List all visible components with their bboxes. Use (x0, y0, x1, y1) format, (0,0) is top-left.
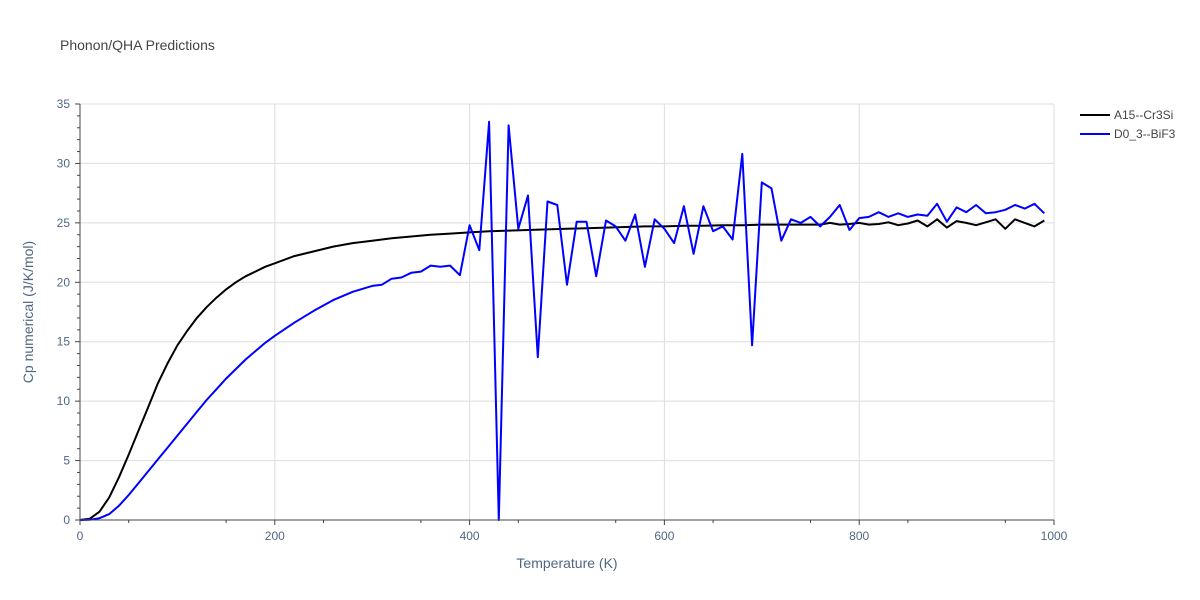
y-tick-labels: 0 5 10 15 20 25 30 35 (57, 97, 80, 527)
series-line-0 (79, 218, 1045, 521)
x-tick-label: 0 (77, 529, 84, 543)
y-tick-label: 35 (57, 97, 71, 111)
legend-item-1[interactable]: D0_3--BiF3 (1080, 127, 1176, 141)
y-tick-label: 5 (63, 454, 70, 468)
x-tick-labels: 0 200 400 600 800 1000 (77, 520, 1068, 543)
y-axis-title: Cp numerical (J/K/mol) (20, 241, 36, 383)
y-tick-label: 30 (57, 156, 71, 170)
series-line-1 (79, 120, 1045, 521)
legend[interactable]: A15--Cr3Si D0_3--BiF3 (1080, 108, 1176, 141)
legend-label: D0_3--BiF3 (1114, 127, 1176, 141)
x-tick-label: 200 (265, 529, 285, 543)
y-tick-label: 25 (57, 216, 71, 230)
grid (80, 103, 1055, 520)
x-tick-label: 800 (849, 529, 869, 543)
y-tick-label: 0 (63, 513, 70, 527)
chart-title: Phonon/QHA Predictions (60, 37, 215, 53)
axes (79, 104, 1054, 521)
x-axis-title: Temperature (K) (516, 555, 617, 571)
y-tick-label: 20 (57, 275, 71, 289)
legend-label: A15--Cr3Si (1114, 108, 1173, 122)
legend-item-0[interactable]: A15--Cr3Si (1080, 108, 1173, 122)
x-tick-label: 1000 (1041, 529, 1068, 543)
x-tick-label: 400 (460, 529, 480, 543)
y-tick-label: 10 (57, 394, 71, 408)
x-tick-label: 600 (654, 529, 674, 543)
series-layer (79, 120, 1045, 521)
y-tick-label: 15 (57, 335, 71, 349)
